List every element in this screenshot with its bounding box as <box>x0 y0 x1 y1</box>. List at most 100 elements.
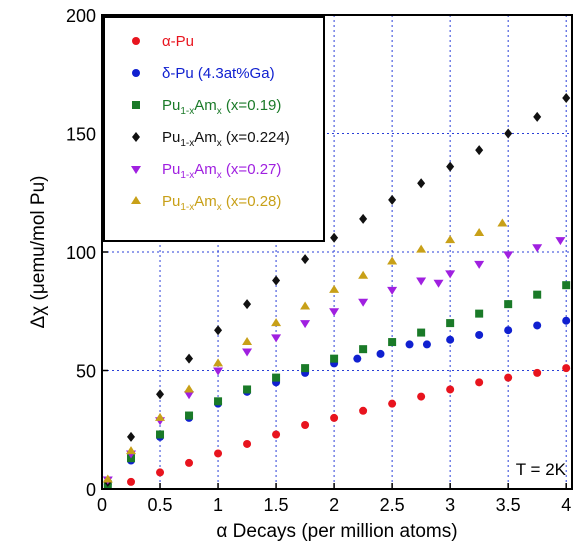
data-point <box>242 348 253 357</box>
data-point <box>388 338 397 347</box>
data-point <box>329 284 340 293</box>
data-point <box>272 430 281 439</box>
data-point <box>562 92 571 103</box>
data-point <box>475 330 484 339</box>
data-point <box>417 328 426 337</box>
data-point <box>156 468 165 477</box>
data-point <box>300 320 311 329</box>
data-point <box>416 244 427 253</box>
data-point <box>433 279 444 288</box>
grid <box>102 15 572 489</box>
data-point <box>353 354 362 363</box>
data-point <box>445 235 456 244</box>
legend-label: Pu1-xAmx (x=0.19) <box>162 97 281 117</box>
legend-marker <box>132 69 140 77</box>
legend-label: δ-Pu (4.3at%Ga) <box>162 65 275 82</box>
data-point <box>446 161 455 172</box>
data-point <box>156 389 165 400</box>
x-tick-label: 0 <box>97 495 107 515</box>
x-tick-label: 3 <box>445 495 455 515</box>
y-tick-label: 0 <box>86 480 96 500</box>
series-layer <box>102 92 571 489</box>
data-point <box>243 439 252 448</box>
data-point <box>446 319 455 328</box>
data-point <box>475 378 484 387</box>
data-point <box>330 413 339 422</box>
x-axis-label: α Decays (per million atoms) <box>216 521 457 542</box>
series-6 <box>102 218 508 483</box>
data-point <box>243 299 252 310</box>
data-point <box>242 337 253 346</box>
legend-marker <box>131 196 141 204</box>
data-point <box>562 281 571 290</box>
data-point <box>562 364 571 373</box>
data-point <box>127 477 136 486</box>
data-point <box>475 145 484 156</box>
data-point <box>156 430 165 439</box>
data-point <box>503 251 514 260</box>
tick-labels: 0 0.5 1 1.5 2 2.5 3 3.5 4 0 50 100 150 200 <box>66 6 571 515</box>
data-point <box>184 391 195 400</box>
data-point <box>388 399 397 408</box>
data-point <box>445 270 456 279</box>
data-point <box>330 354 339 363</box>
data-point <box>184 384 195 393</box>
data-point <box>185 353 194 364</box>
data-point <box>504 128 513 139</box>
data-point <box>301 421 310 430</box>
data-point <box>422 340 431 349</box>
data-point <box>359 213 368 224</box>
data-point <box>497 218 508 227</box>
legend-entry: α-Pu <box>132 33 194 50</box>
x-tick-label: 1 <box>213 495 223 515</box>
x-tick-label: 2.5 <box>380 495 405 515</box>
x-tick-label: 3.5 <box>496 495 521 515</box>
data-point <box>214 325 223 336</box>
y-axis-label: Δχ (μemu/mol Pu) <box>28 176 49 329</box>
data-point <box>214 449 223 458</box>
y-tick-label: 100 <box>66 243 96 263</box>
data-point <box>214 397 223 406</box>
data-point <box>329 308 340 317</box>
data-point <box>387 256 398 265</box>
data-point <box>417 392 426 401</box>
data-point <box>301 364 310 373</box>
data-point <box>387 286 398 295</box>
data-point <box>300 301 311 310</box>
temperature-annotation: T = 2K <box>516 460 567 479</box>
data-point <box>504 326 513 335</box>
legend-label: Pu1-xAmx (x=0.28) <box>162 193 281 213</box>
data-point <box>126 446 137 455</box>
data-point <box>376 349 385 358</box>
data-point <box>533 321 542 330</box>
legend: α-Pu δ-Pu (4.3at%Ga) Pu1-xAmx (x=0.19) Pu1-… <box>103 16 325 242</box>
data-point <box>446 385 455 394</box>
data-point <box>446 335 455 344</box>
data-point <box>405 340 414 349</box>
legend-marker <box>132 37 140 45</box>
data-point <box>417 178 426 189</box>
data-point <box>474 228 485 237</box>
data-point <box>475 309 484 318</box>
x-tick-label: 1.5 <box>264 495 289 515</box>
data-point <box>504 300 513 309</box>
legend-entry: δ-Pu (4.3at%Ga) <box>132 65 275 82</box>
legend-label: α-Pu <box>162 33 194 50</box>
data-point <box>533 368 542 377</box>
x-tick-label: 4 <box>561 495 571 515</box>
data-point <box>533 290 542 299</box>
ticks <box>101 14 567 490</box>
data-point <box>213 367 224 376</box>
legend-marker <box>131 166 141 174</box>
data-point <box>532 244 543 253</box>
data-point <box>185 411 194 420</box>
x-tick-label: 0.5 <box>148 495 173 515</box>
data-point <box>504 373 513 382</box>
data-point <box>155 412 166 421</box>
data-point <box>243 385 252 394</box>
data-point <box>533 111 542 122</box>
data-point <box>562 316 571 325</box>
data-point <box>416 277 427 286</box>
data-point <box>127 431 136 442</box>
